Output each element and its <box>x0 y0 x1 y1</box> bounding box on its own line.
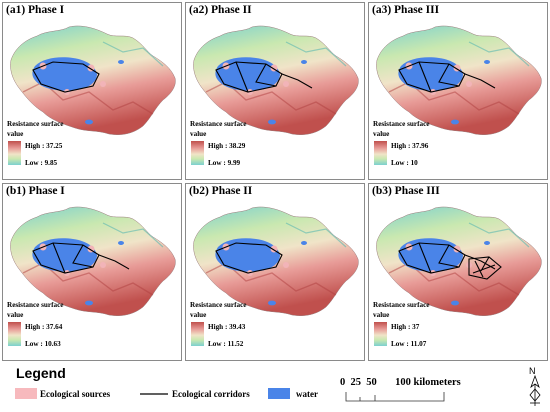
valley-texture <box>285 41 347 67</box>
ecological-sources-label: Ecological sources <box>40 389 111 399</box>
value-label: value <box>7 130 24 138</box>
small-lake <box>451 119 459 125</box>
panel-title: (a1) Phase I <box>6 4 65 16</box>
resistance-map <box>10 25 176 135</box>
small-lake <box>451 300 459 306</box>
ecological-corridors <box>398 61 496 93</box>
valley-texture <box>285 222 347 248</box>
small-lake <box>85 119 93 125</box>
high-value: High : 37.25 <box>25 142 63 150</box>
small-lake <box>118 60 124 64</box>
lake-shape <box>215 57 280 91</box>
legend: Legend Ecological sources Ecological cor… <box>0 363 550 407</box>
ecological-corridors <box>398 242 502 280</box>
resistance-surface-title: Resistance surface <box>7 120 64 128</box>
small-lake <box>118 241 124 245</box>
ecological-source <box>283 81 289 87</box>
ecological-source <box>100 81 106 87</box>
value-label: value <box>373 130 390 138</box>
ecological-source <box>283 262 289 268</box>
ecological-corridors <box>215 61 313 93</box>
north-arrow-icon: N <box>524 365 546 412</box>
color-ramp <box>8 322 21 346</box>
high-value: High : 37.96 <box>391 142 429 150</box>
value-label: value <box>190 130 207 138</box>
valley-texture <box>102 41 164 67</box>
low-value: Low : 10.63 <box>25 340 61 348</box>
color-ramp <box>191 141 204 165</box>
valley-texture <box>468 41 530 67</box>
map-panel: (a3) Phase III Resistance surface value Hi… <box>368 2 548 180</box>
small-lake <box>484 60 490 64</box>
map-panel: (b3) Phase III Resistance surface value Hi… <box>368 183 548 361</box>
map-panel: (b1) Phase I Resistance surface value High… <box>2 183 182 361</box>
ecological-source <box>466 81 472 87</box>
resistance-surface-title: Resistance surface <box>7 301 64 309</box>
panel-title: (b3) Phase III <box>372 185 440 197</box>
map-panel: (b2) Phase II Resistance surface value Hig… <box>185 183 365 361</box>
small-lake <box>268 119 276 125</box>
map-panel: (a2) Phase II Resistance surface value Hig… <box>185 2 365 180</box>
map-grid: (a1) Phase I Resistance surface value High… <box>2 2 548 363</box>
ecological-corridors <box>32 242 130 274</box>
map-panel: (a1) Phase I Resistance surface value High… <box>2 2 182 180</box>
small-lake <box>301 60 307 64</box>
low-value: Low : 11.52 <box>208 340 244 348</box>
legend-title: Legend <box>16 365 66 381</box>
ecological-corridors <box>215 242 283 274</box>
color-ramp <box>374 322 387 346</box>
resistance-surface-title: Resistance surface <box>373 301 430 309</box>
resistance-map <box>193 206 359 316</box>
svg-text:N: N <box>529 366 536 376</box>
lake-shape <box>215 238 280 272</box>
value-label: value <box>373 311 390 319</box>
high-value: High : 37 <box>391 323 420 331</box>
resistance-surface-title: Resistance surface <box>190 301 247 309</box>
lake-shape <box>32 238 97 272</box>
panel-title: (a3) Phase III <box>372 4 440 16</box>
ecological-corridors-label: Ecological corridors <box>172 389 250 399</box>
lake-shape <box>398 57 463 91</box>
valley-texture <box>468 222 530 248</box>
color-ramp <box>374 141 387 165</box>
panel-title: (b1) Phase I <box>6 185 65 197</box>
low-value: Low : 11.07 <box>391 340 427 348</box>
resistance-surface-title: Resistance surface <box>190 120 247 128</box>
ecological-source <box>100 262 106 268</box>
small-lake <box>85 300 93 306</box>
ecological-corridors-line <box>140 393 168 395</box>
resistance-surface-title: Resistance surface <box>373 120 430 128</box>
resistance-map <box>376 206 542 316</box>
valley-texture <box>102 222 164 248</box>
resistance-map <box>376 25 542 135</box>
scale-labels: 0 25 50 100 kilometers <box>340 377 461 388</box>
scale-bar <box>345 392 445 402</box>
high-value: High : 38.29 <box>208 142 246 150</box>
water-label: water <box>296 389 318 399</box>
ecological-sources-swatch <box>15 388 37 399</box>
lake-shape <box>398 238 463 272</box>
panel-title: (a2) Phase II <box>189 4 252 16</box>
color-ramp <box>191 322 204 346</box>
value-label: value <box>190 311 207 319</box>
high-value: High : 39.43 <box>208 323 246 331</box>
low-value: Low : 9.85 <box>25 159 58 167</box>
high-value: High : 37.64 <box>25 323 63 331</box>
resistance-map <box>10 206 176 316</box>
value-label: value <box>7 311 24 319</box>
panel-title: (b2) Phase II <box>189 185 253 197</box>
color-ramp <box>8 141 21 165</box>
water-swatch <box>268 388 290 399</box>
ecological-corridors <box>32 61 100 93</box>
resistance-map <box>193 25 359 135</box>
low-value: Low : 10 <box>391 159 418 167</box>
small-lake <box>484 241 490 245</box>
small-lake <box>268 300 276 306</box>
lake-shape <box>32 57 97 91</box>
small-lake <box>301 241 307 245</box>
low-value: Low : 9.99 <box>208 159 241 167</box>
